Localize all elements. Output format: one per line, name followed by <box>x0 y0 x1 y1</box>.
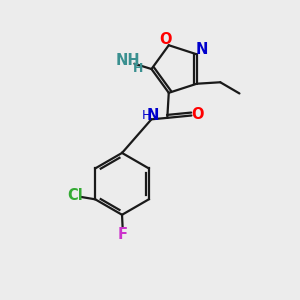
Text: F: F <box>118 227 128 242</box>
Text: H: H <box>133 61 143 75</box>
Text: Cl: Cl <box>67 188 83 203</box>
Text: O: O <box>191 107 204 122</box>
Text: N: N <box>147 108 159 123</box>
Text: H: H <box>142 109 152 122</box>
Text: NH: NH <box>116 53 140 68</box>
Text: O: O <box>160 32 172 47</box>
Text: N: N <box>196 41 208 56</box>
